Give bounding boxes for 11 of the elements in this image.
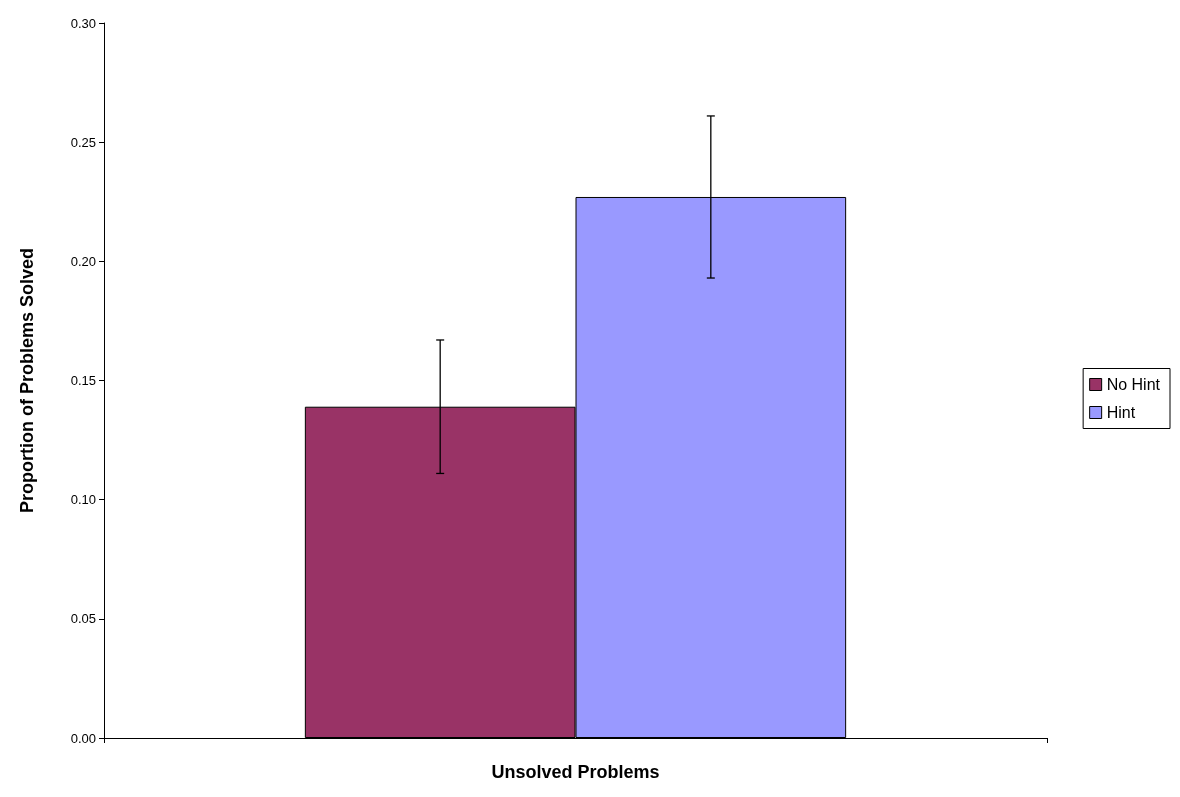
x-axis-title: Unsolved Problems xyxy=(491,762,660,782)
y-tick-label: 0.20 xyxy=(70,253,96,269)
y-axis-title: Proportion of Problems Solved xyxy=(17,247,37,514)
y-tick-label: 0.00 xyxy=(70,730,96,746)
y-tick-label: 0.10 xyxy=(70,492,96,508)
legend-label: No Hint xyxy=(1106,376,1161,393)
y-tick-label: 0.30 xyxy=(70,15,96,31)
y-tick-label: 0.05 xyxy=(70,611,96,627)
y-tick-label: 0.25 xyxy=(70,134,96,150)
y-tick-label: 0.15 xyxy=(70,373,96,388)
legend-label: Hint xyxy=(1106,404,1136,421)
